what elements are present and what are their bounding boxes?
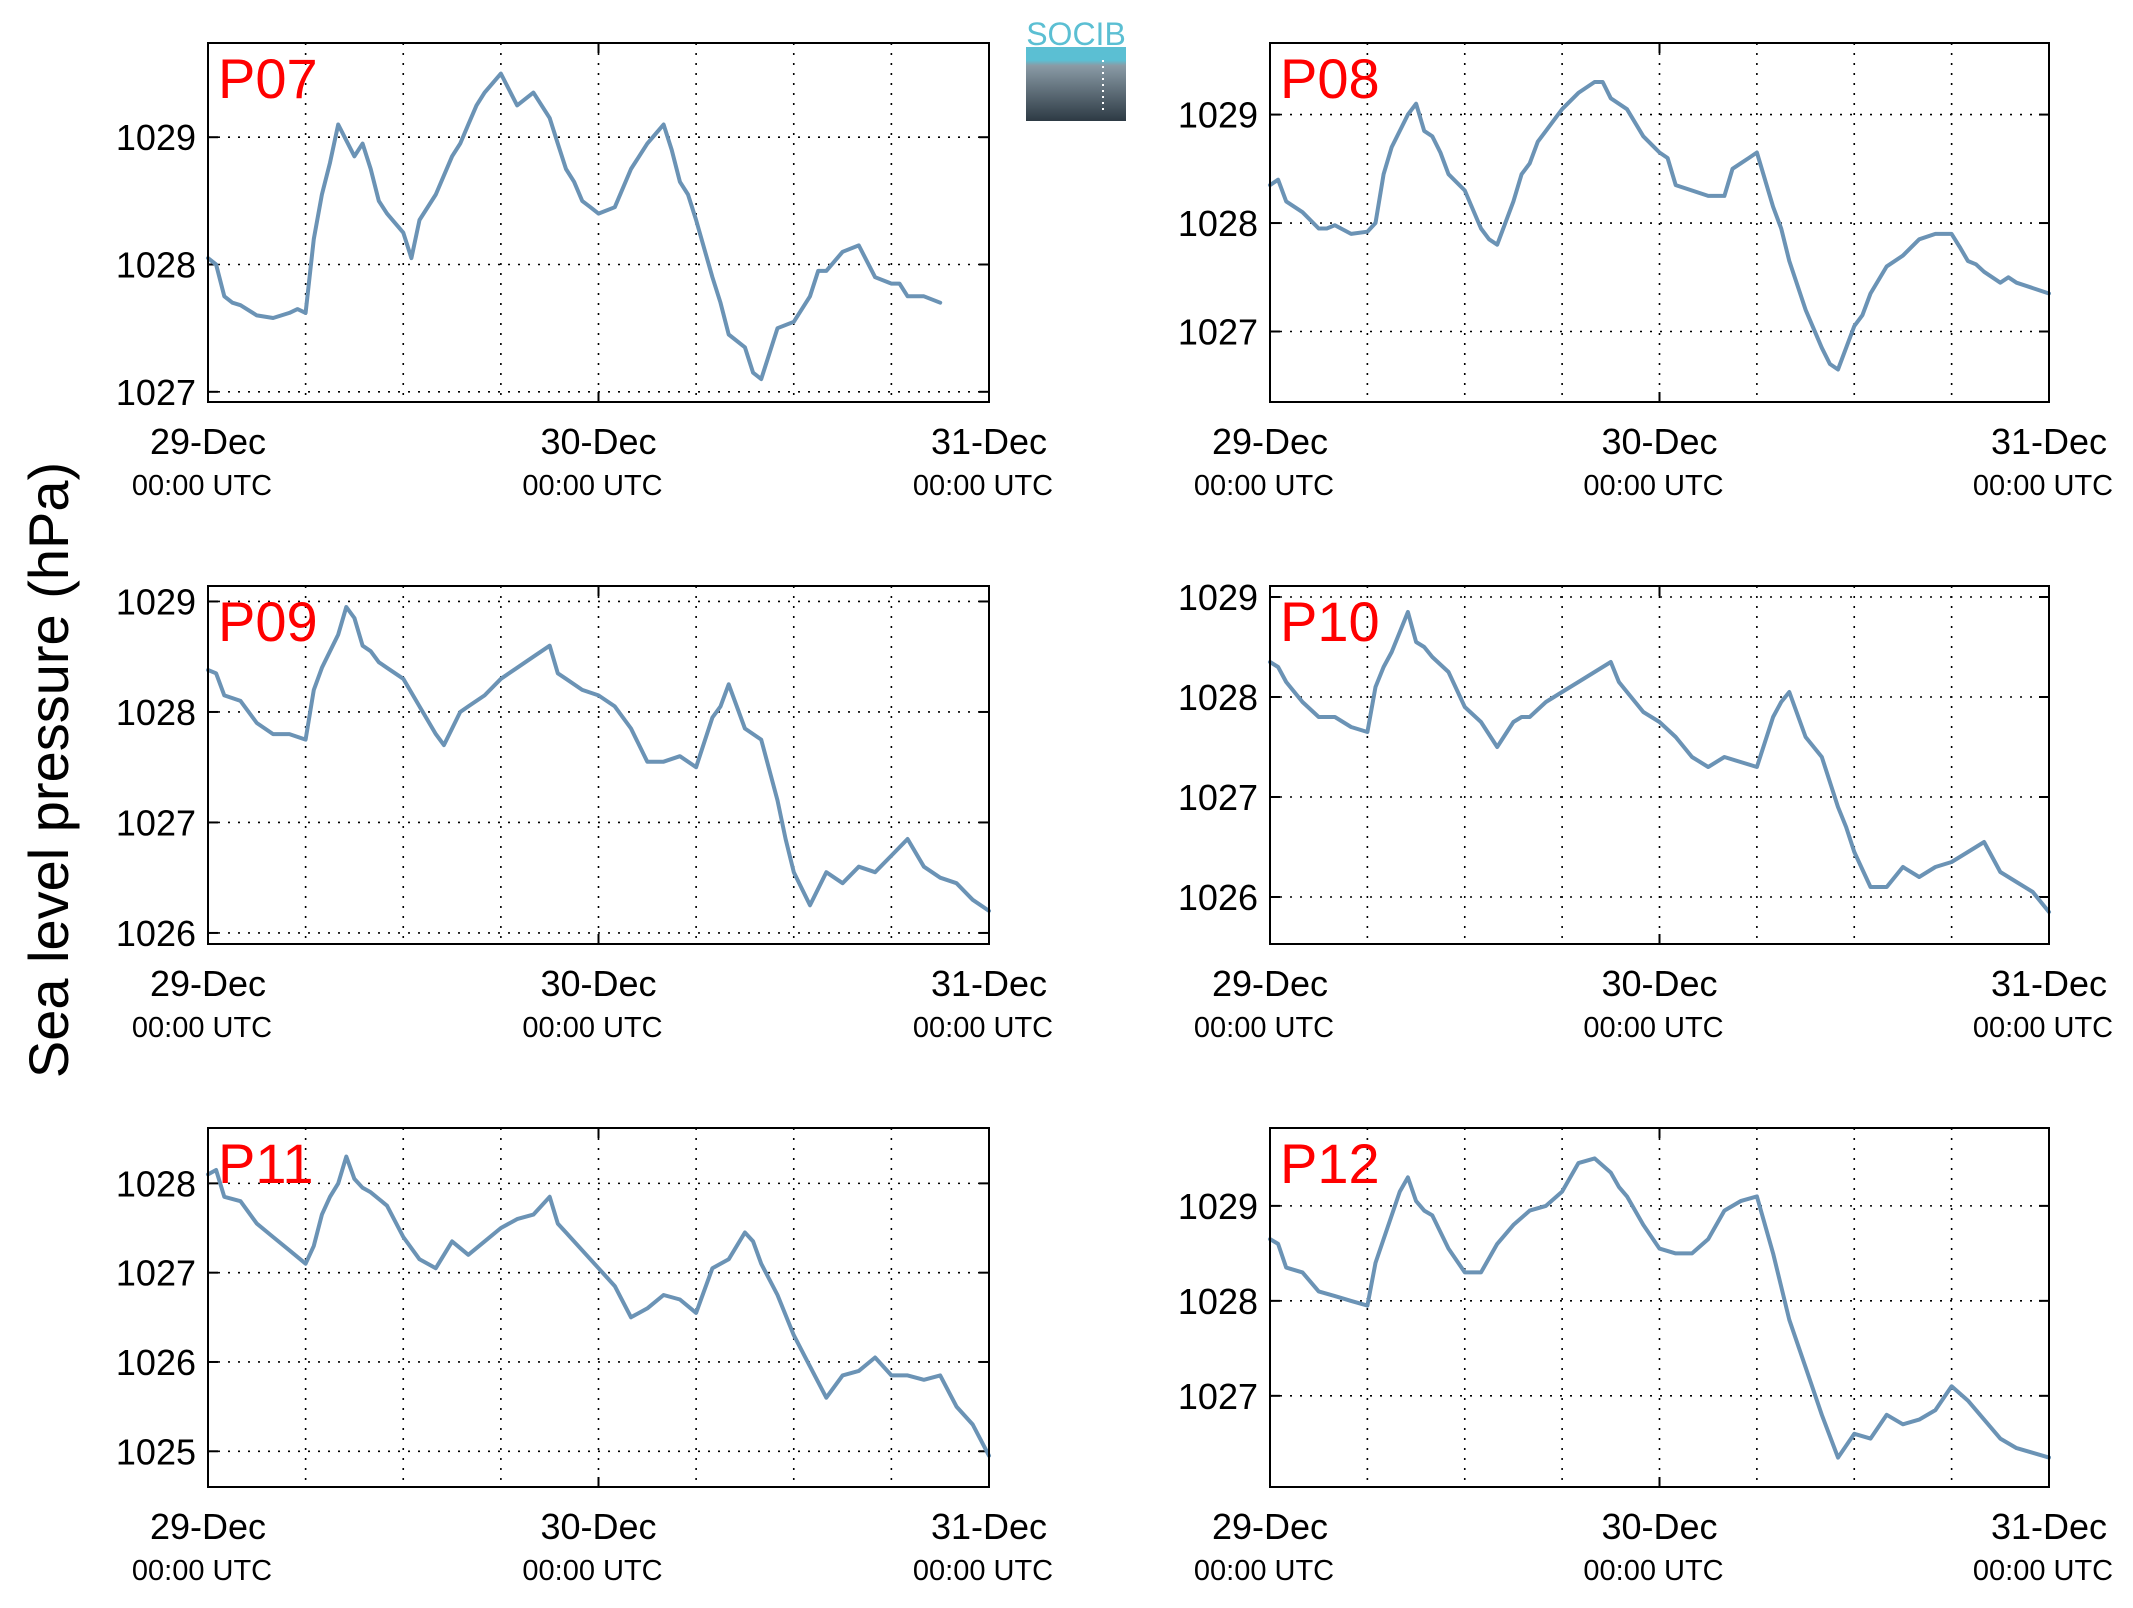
x-tick-label-time: 00:00 UTC: [1973, 470, 2113, 502]
y-tick-label: 1027: [1178, 312, 1258, 353]
panels: 1027 1028 1029 29-Dec 00:00 UTC 30-Dec 00:00 U…: [116, 42, 2113, 1587]
y-axis-label: Sea level pressure (hPa): [17, 462, 80, 1078]
panel-frame: [207, 585, 990, 945]
panel-frame: [1269, 42, 2050, 403]
x-tick-label-date: 29-Dec: [150, 1506, 266, 1547]
y-tick-label: 1025: [116, 1431, 196, 1472]
pressure-series-line: [1268, 80, 2051, 372]
x-tick-label-date: 29-Dec: [150, 963, 266, 1004]
panel-p10: 1026 1027 1028 1029 29-Dec 00:00 UTC 30-Dec 00:…: [1178, 577, 2113, 1044]
socib-logo: SOCIB: [1026, 16, 1126, 121]
x-tick-label-time: 00:00 UTC: [522, 1012, 662, 1044]
x-tick-label-time: 00:00 UTC: [1583, 1555, 1723, 1587]
y-tick-label: 1027: [1178, 1376, 1258, 1417]
y-tick-label: 1027: [116, 802, 196, 843]
x-tick-label-time: 00:00 UTC: [522, 470, 662, 502]
x-tick-label-time: 00:00 UTC: [913, 1555, 1053, 1587]
x-tick-label-time: 00:00 UTC: [1194, 1012, 1334, 1044]
x-tick-label-date: 31-Dec: [931, 421, 1047, 462]
x-tick-label-time: 00:00 UTC: [1194, 1555, 1334, 1587]
panel-label: P07: [218, 47, 318, 110]
x-tick-label-time: 00:00 UTC: [1973, 1012, 2113, 1044]
x-tick-label-date: 30-Dec: [1601, 1506, 1717, 1547]
x-tick-label-date: 31-Dec: [1991, 963, 2107, 1004]
panel-label: P11: [218, 1132, 313, 1195]
y-tick-label: 1028: [1178, 203, 1258, 244]
panel-frame: [207, 42, 990, 403]
y-tick-label: 1026: [1178, 877, 1258, 918]
y-tick-label: 1028: [116, 245, 196, 286]
x-tick-label-time: 00:00 UTC: [913, 1012, 1053, 1044]
x-tick-label-date: 29-Dec: [1212, 963, 1328, 1004]
panel-frame: [207, 1127, 990, 1488]
y-tick-label: 1029: [1178, 95, 1258, 136]
y-tick-label: 1026: [116, 913, 196, 954]
y-tick-label: 1028: [1178, 677, 1258, 718]
y-tick-label: 1029: [116, 117, 196, 158]
panel-p11: 1025 1026 1027 1028 29-Dec 00:00 UTC 30-Dec 00:…: [116, 1127, 1053, 1587]
panel-p09: 1026 1027 1028 1029 29-Dec 00:00 UTC 30-Dec 00:…: [116, 581, 1053, 1044]
panel-frame: [1269, 585, 2050, 945]
x-tick-label-time: 00:00 UTC: [522, 1555, 662, 1587]
x-tick-label-date: 29-Dec: [1212, 1506, 1328, 1547]
panel-p08: 1027 1028 1029 29-Dec 00:00 UTC 30-Dec 00:00 U…: [1178, 42, 2113, 502]
y-tick-label: 1028: [1178, 1281, 1258, 1322]
x-tick-label-date: 29-Dec: [1212, 421, 1328, 462]
x-tick-label-time: 00:00 UTC: [1973, 1555, 2113, 1587]
x-tick-label-date: 30-Dec: [540, 963, 656, 1004]
y-tick-label: 1027: [1178, 777, 1258, 818]
x-tick-label-time: 00:00 UTC: [132, 1555, 272, 1587]
y-tick-label: 1029: [1178, 577, 1258, 618]
x-tick-label-time: 00:00 UTC: [1583, 470, 1723, 502]
x-tick-label-date: 30-Dec: [1601, 421, 1717, 462]
y-tick-label: 1028: [116, 692, 196, 733]
pressure-series-line: [206, 1154, 991, 1458]
pressure-series-line: [1268, 610, 2051, 914]
pressure-series-line: [206, 71, 943, 382]
x-tick-label-date: 31-Dec: [1991, 1506, 2107, 1547]
x-tick-label-date: 31-Dec: [1991, 421, 2107, 462]
logo-text: SOCIB: [1026, 16, 1126, 52]
panel-p07: 1027 1028 1029 29-Dec 00:00 UTC 30-Dec 00:00 U…: [116, 42, 1053, 502]
panel-label: P09: [218, 590, 318, 653]
x-tick-label-date: 30-Dec: [1601, 963, 1717, 1004]
pressure-series-line: [1268, 1156, 2051, 1460]
y-tick-label: 1027: [116, 372, 196, 413]
x-tick-label-time: 00:00 UTC: [1194, 470, 1334, 502]
x-tick-label-time: 00:00 UTC: [1583, 1012, 1723, 1044]
x-tick-label-time: 00:00 UTC: [132, 470, 272, 502]
y-tick-label: 1029: [1178, 1186, 1258, 1227]
panel-p12: 1027 1028 1029 29-Dec 00:00 UTC 30-Dec 00:00 U…: [1178, 1127, 2113, 1587]
x-tick-label-date: 30-Dec: [540, 1506, 656, 1547]
x-tick-label-date: 31-Dec: [931, 963, 1047, 1004]
y-tick-label: 1028: [116, 1163, 196, 1204]
x-tick-label-time: 00:00 UTC: [132, 1012, 272, 1044]
y-tick-label: 1029: [116, 581, 196, 622]
panel-frame: [1269, 1127, 2050, 1488]
x-tick-label-time: 00:00 UTC: [913, 470, 1053, 502]
y-tick-label: 1027: [116, 1253, 196, 1294]
x-tick-label-date: 31-Dec: [931, 1506, 1047, 1547]
y-tick-label: 1026: [116, 1342, 196, 1383]
panel-label: P08: [1280, 47, 1380, 110]
panel-label: P10: [1280, 590, 1380, 653]
logo-block: [1026, 47, 1126, 121]
pressure-series-line: [206, 605, 991, 913]
panel-label: P12: [1280, 1132, 1380, 1195]
x-tick-label-date: 29-Dec: [150, 421, 266, 462]
x-tick-label-date: 30-Dec: [540, 421, 656, 462]
